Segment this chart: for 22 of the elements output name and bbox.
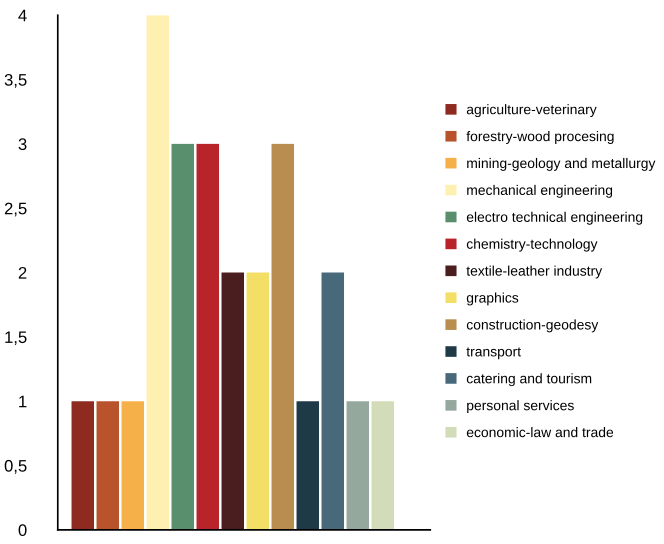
y-tick-label: 2,5 xyxy=(4,202,27,216)
y-tick-label: 4 xyxy=(18,10,27,22)
legend-label: chemistry-technology xyxy=(466,238,598,252)
y-tick-label: 3,5 xyxy=(4,74,27,88)
legend-label: construction-geodesy xyxy=(466,319,598,332)
legend-label: agriculture-veterinary xyxy=(466,104,597,118)
legend-label: textile-leather industry xyxy=(466,266,602,279)
legend-label: graphics xyxy=(466,292,518,306)
y-tick-label: 2 xyxy=(18,266,26,279)
legend-label: catering and tourism xyxy=(466,373,592,386)
legend-label: mining-geology and metallurgy xyxy=(467,158,656,171)
y-tick-label: 3 xyxy=(18,138,26,150)
y-tick-label: 0,5 xyxy=(4,460,27,474)
legend-label: transport xyxy=(466,347,521,360)
y-tick-label: 1,5 xyxy=(5,331,27,346)
legend-label: forestry-wood procesing xyxy=(466,131,614,144)
legend-label: mechanical engineering xyxy=(467,184,612,198)
legend-label: electro technical engineering xyxy=(466,212,642,225)
y-tick-label: 1 xyxy=(19,396,26,408)
y-tick-label: 0 xyxy=(18,524,27,536)
legend-label: personal services xyxy=(467,400,574,414)
legend-label: economic-law and trade xyxy=(466,427,614,438)
